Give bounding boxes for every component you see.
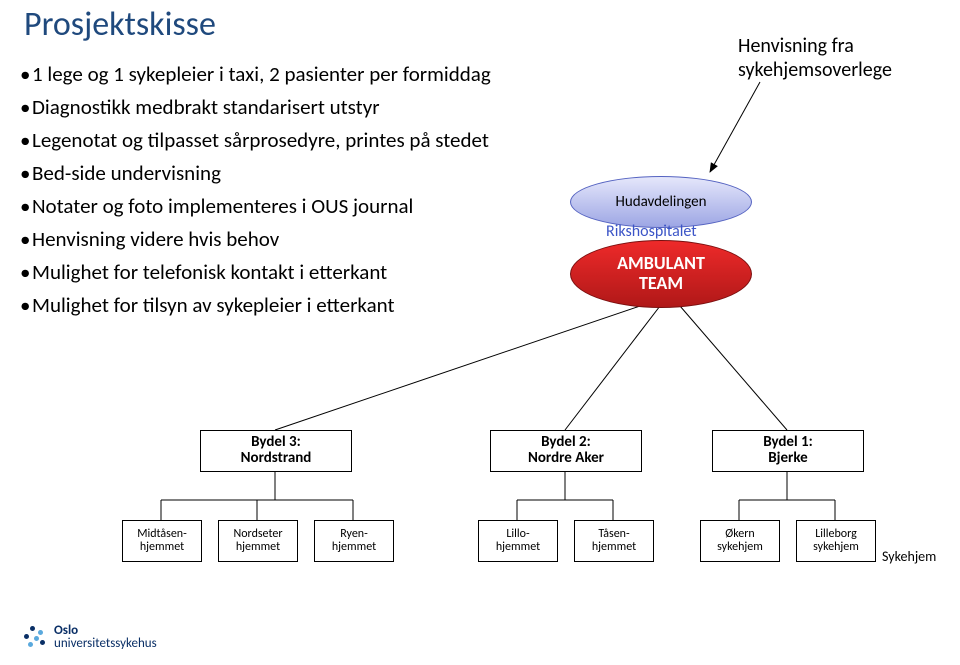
sykehjem-label: Sykehjem	[882, 548, 936, 565]
bydel-box: Bydel 2:Nordre Aker	[490, 430, 642, 472]
hudavdelingen-label: Hudavdelingen	[615, 193, 706, 211]
ambulant-line2: TEAM	[639, 272, 683, 294]
rikshospitalet-label: Rikshospitalet	[606, 222, 697, 241]
slide: Prosjektskisse 1 lege og 1 sykepleier i …	[0, 0, 960, 665]
leaf-box: Ryen-hjemmet	[314, 520, 394, 562]
logo-line2: universitetssykehus	[54, 636, 157, 651]
leaf-box: Lillo-hjemmet	[478, 520, 558, 562]
connector-lines	[0, 0, 960, 665]
leaf-box: Midtåsen-hjemmet	[122, 520, 202, 562]
ambulant-line1: AMBULANT	[617, 252, 705, 274]
hudavdelingen-node: Hudavdelingen	[570, 176, 752, 228]
leaf-box: Tåsen-hjemmet	[574, 520, 654, 562]
logo-text: Oslo universitetssykehus	[54, 624, 157, 651]
logo-icon	[20, 624, 46, 650]
bydel-box: Bydel 3:Nordstrand	[200, 430, 352, 472]
leaf-box: Nordseterhjemmet	[218, 520, 298, 562]
leaf-box: Økernsykehjem	[700, 520, 780, 562]
ambulant-team-node: AMBULANT TEAM	[570, 240, 752, 308]
leaf-box: Lilleborgsykehjem	[796, 520, 876, 562]
bydel-box: Bydel 1:Bjerke	[712, 430, 864, 472]
logo: Oslo universitetssykehus	[20, 624, 157, 651]
